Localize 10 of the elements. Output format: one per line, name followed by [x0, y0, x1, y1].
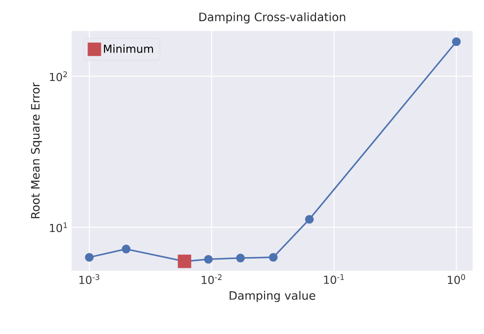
x-tick-label: 10$^{-2}$: [202, 274, 222, 284]
legend-label: Minimum: [104, 44, 153, 53]
y-tick-label: 10$^{1}$: [50, 222, 67, 232]
y-axis-title: Root Mean Square Error: [30, 82, 42, 218]
chart-title: Damping Cross-validation: [199, 12, 346, 24]
x-tick-label: 10$^{0}$: [448, 274, 466, 284]
x-tick-label: 10$^{-1}$: [324, 274, 344, 284]
x-axis-title: Damping value: [230, 290, 316, 302]
y-tick-label: 10$^{2}$: [50, 71, 67, 82]
x-tick-label: 10$^{-3}$: [79, 274, 100, 284]
